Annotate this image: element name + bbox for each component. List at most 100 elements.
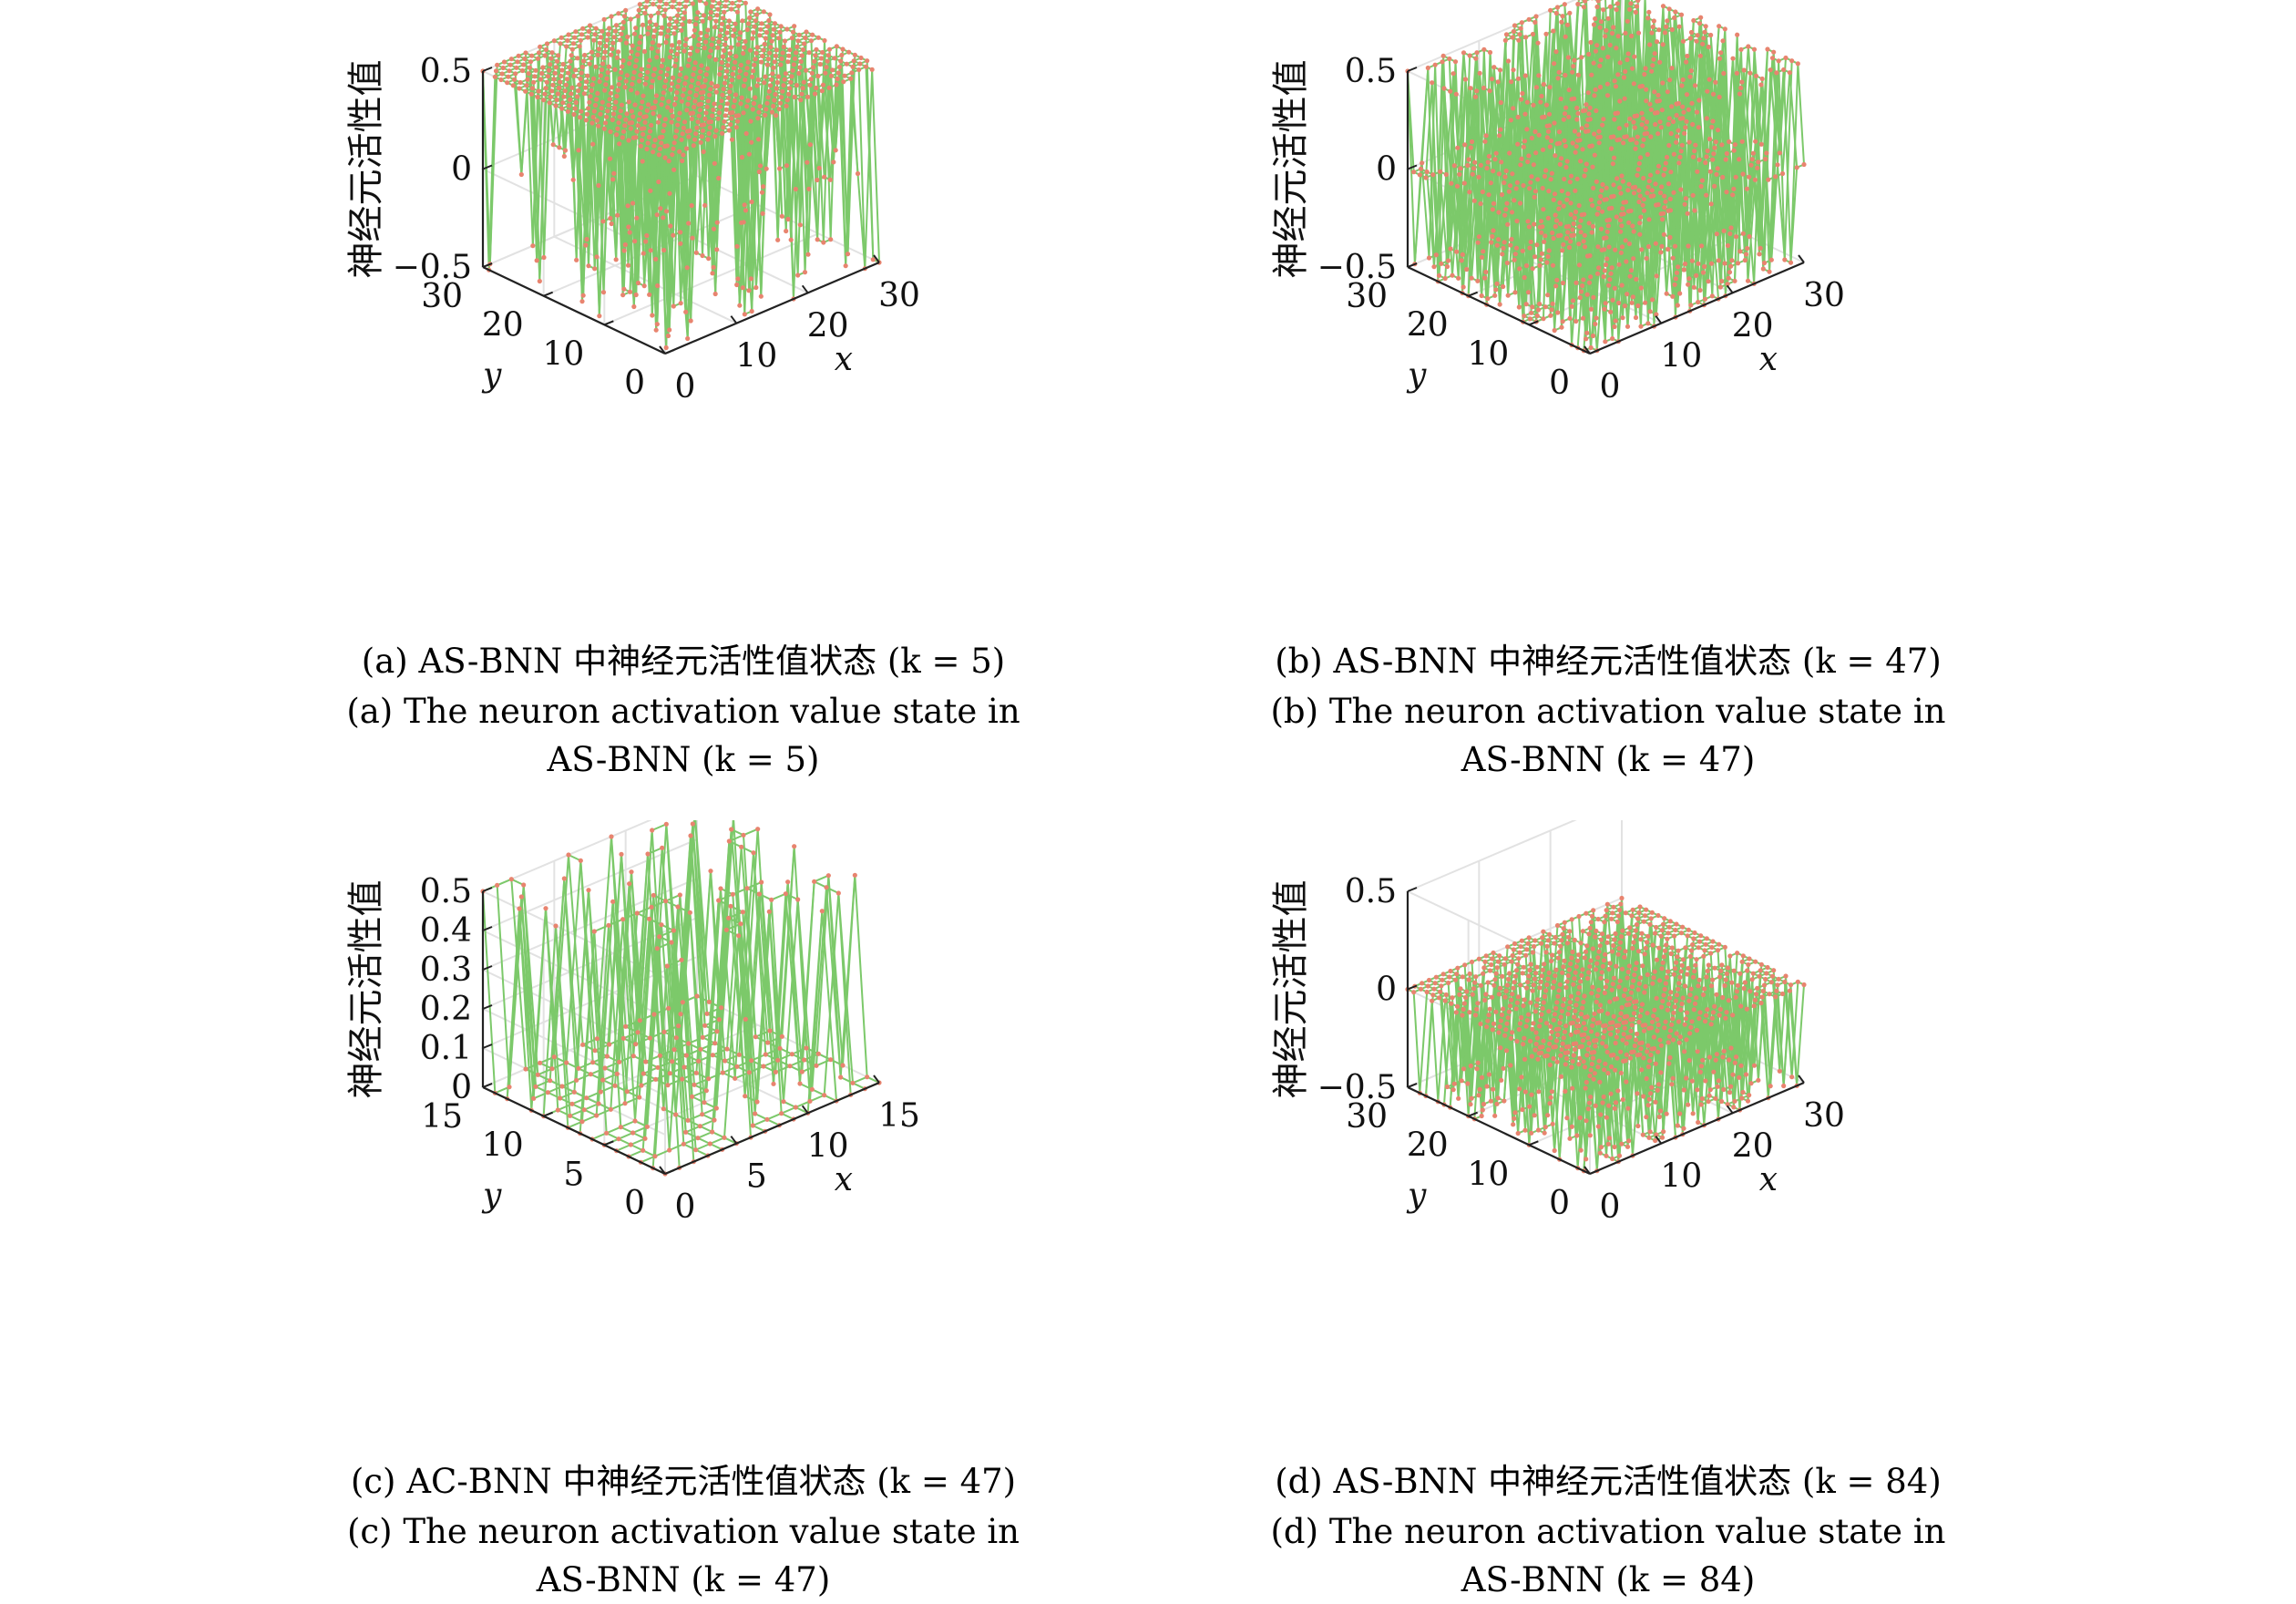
data-point: [1584, 911, 1588, 916]
data-point: [1447, 974, 1451, 979]
data-point: [1488, 88, 1492, 93]
data-point: [1577, 1044, 1582, 1049]
data-point: [751, 850, 755, 855]
data-point: [530, 86, 535, 90]
data-point: [1562, 118, 1566, 122]
data-point: [1707, 1054, 1712, 1059]
data-point: [1449, 1002, 1453, 1006]
data-point: [629, 49, 633, 54]
data-point: [609, 14, 613, 18]
data-point: [710, 43, 714, 47]
data-point: [1582, 993, 1586, 998]
data-point: [1625, 997, 1630, 1002]
data-point: [773, 92, 777, 97]
data-point: [799, 92, 804, 97]
data-point: [1545, 976, 1550, 981]
data-point: [1681, 1126, 1686, 1131]
data-point: [658, 1054, 662, 1058]
data-point: [1667, 925, 1672, 930]
data-point: [1518, 1021, 1522, 1025]
data-point: [787, 86, 792, 90]
data-point: [1606, 223, 1611, 228]
data-point: [575, 56, 579, 60]
data-point: [1627, 117, 1632, 121]
data-point: [858, 56, 863, 60]
data-point: [815, 178, 819, 182]
data-point: [1744, 1072, 1748, 1076]
data-point: [1573, 281, 1578, 285]
data-point: [682, 119, 687, 124]
data-point: [1669, 104, 1674, 108]
data-point: [1504, 1022, 1509, 1026]
data-point: [1671, 1037, 1676, 1042]
data-point: [1431, 264, 1436, 269]
data-point: [562, 876, 567, 880]
data-point: [1662, 194, 1666, 199]
data-point: [1565, 979, 1570, 983]
data-point: [1641, 1094, 1645, 1098]
data-point: [777, 1046, 782, 1051]
data-point: [1440, 978, 1444, 982]
data-point: [838, 58, 843, 63]
data-point: [1699, 1064, 1704, 1068]
data-point: [550, 83, 555, 87]
data-point: [1709, 125, 1714, 129]
data-point: [653, 257, 658, 262]
data-point: [736, 4, 741, 8]
data-point: [1600, 182, 1604, 187]
data-point: [1623, 97, 1627, 101]
data-point: [1658, 1108, 1663, 1113]
data-point: [616, 1136, 620, 1141]
data-point: [1568, 1021, 1573, 1025]
data-point: [733, 22, 737, 26]
data-point: [1604, 301, 1608, 305]
data-point: [657, 76, 661, 80]
data-point: [1747, 175, 1751, 180]
data-point: [716, 898, 721, 902]
data-point: [769, 39, 774, 44]
data-point: [692, 67, 696, 71]
data-point: [586, 888, 590, 892]
data-point: [1748, 1081, 1753, 1085]
data-point: [706, 256, 711, 261]
data-point: [1630, 984, 1635, 989]
data-point: [597, 46, 601, 51]
data-point: [1438, 990, 1442, 994]
data-point: [1718, 50, 1723, 55]
data-point: [1606, 934, 1611, 939]
data-point: [1725, 972, 1729, 976]
data-point: [1609, 194, 1614, 199]
data-point: [1681, 77, 1686, 82]
data-point: [779, 1111, 784, 1116]
data-point: [609, 834, 613, 838]
data-point: [1452, 1082, 1457, 1086]
data-point: [807, 50, 812, 55]
data-point: [1559, 156, 1563, 160]
data-point: [722, 10, 726, 15]
data-point: [1594, 967, 1598, 972]
data-point: [1710, 1016, 1715, 1021]
data-point: [1651, 25, 1655, 29]
data-point: [1642, 920, 1646, 924]
data-point: [1517, 951, 1522, 955]
data-point: [1737, 91, 1742, 96]
data-point: [1509, 998, 1513, 1002]
data-point: [621, 129, 626, 134]
data-point: [1647, 102, 1652, 107]
data-point: [1780, 992, 1785, 996]
data-point: [1715, 1052, 1719, 1056]
data-point: [1602, 236, 1606, 241]
data-point: [1488, 1007, 1492, 1012]
data-point: [559, 107, 564, 111]
data-point: [1682, 267, 1686, 272]
data-point: [1710, 293, 1715, 298]
data-point: [1578, 1116, 1583, 1120]
data-point: [583, 242, 588, 247]
data-point: [544, 47, 548, 52]
data-point: [690, 117, 694, 121]
data-point: [671, 168, 676, 172]
data-point: [1580, 1005, 1584, 1010]
data-point: [1547, 932, 1552, 937]
data-point: [1584, 1085, 1588, 1090]
data-point: [736, 933, 741, 938]
